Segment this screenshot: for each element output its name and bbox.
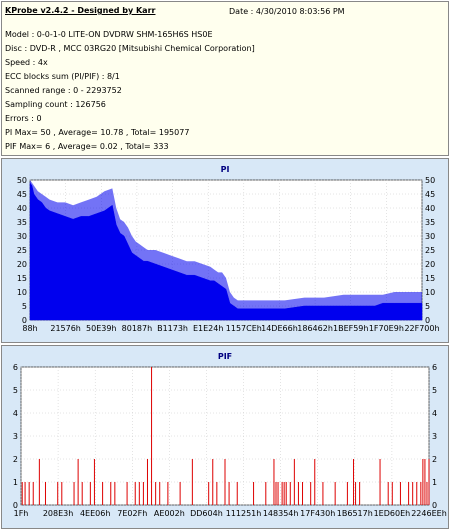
pi-ytick-label-right: 15: [425, 274, 435, 283]
pi-ytick-label-left: 35: [17, 218, 27, 227]
pif-ytick-label-left: 3: [13, 432, 18, 441]
pi-ytick-label-right: 45: [425, 190, 435, 199]
pi-xtick-label: 80187h: [122, 324, 153, 333]
pif-xtick-label: 2246EEh: [411, 509, 447, 518]
pif-ytick-label-right: 2: [432, 455, 437, 464]
pi-chart-title: PI: [220, 165, 230, 174]
pif-xtick-label: 4EE06h: [80, 509, 110, 518]
pif-xtick-label: 17F430h: [300, 509, 335, 518]
pif-xtick-label: 208E3h: [43, 509, 73, 518]
pi-xtick-label: E1E24h: [193, 324, 223, 333]
pi-xtick-label: 1157CEh: [226, 324, 262, 333]
pif-ytick-label-left: 6: [13, 363, 18, 372]
pi-ytick-label-left: 5: [22, 302, 27, 311]
pi-ytick-label-right: 20: [425, 260, 435, 269]
info-disc: Disc : DVD-R , MCC 03RG20 [Mitsubishi Ch…: [5, 44, 255, 53]
pif-ytick-label-left: 5: [13, 386, 18, 395]
pif-xtick-label: 1ED60Eh: [374, 509, 411, 518]
pi-xtick-label: 1BEF59h: [333, 324, 368, 333]
pi-chart-panel: PI 0 0 5 5 10 10 15 15 20 20 25 25 30 30 35 35 40 40 45 45 5…: [1, 158, 449, 343]
pif-ytick-label-left: 1: [13, 478, 18, 487]
pi-ytick-label-left: 30: [17, 232, 27, 241]
pi-ytick-label-right: 30: [425, 232, 435, 241]
info-sampling-count: Sampling count : 126756: [5, 100, 106, 109]
pi-ytick-label-right: 50: [425, 176, 435, 185]
pi-ytick-label-left: 20: [17, 260, 27, 269]
info-errors: Errors : 0: [5, 114, 42, 123]
pi-ytick-label-right: 0: [425, 316, 430, 325]
info-pi-stats: PI Max= 50 , Average= 10.78 , Total= 195…: [5, 128, 190, 137]
pi-xtick-label: 21576h: [50, 324, 81, 333]
pif-chart-panel: PIF 0 0 1 1 2 2 3 3 4 4 5 5 6 6 1Fh 208E3h 4EE06h 7E02Fh A…: [1, 345, 449, 529]
pi-chart: 0 0 5 5 10 10 15 15 20 20 25 25 30 30 35 35 40 40 45 45 50 50…: [17, 176, 440, 333]
pi-ytick-label-left: 10: [17, 288, 27, 297]
pif-ytick-label-right: 0: [432, 501, 437, 510]
pif-ytick-label-left: 2: [13, 455, 18, 464]
pif-xtick-label: DD604h: [190, 509, 223, 518]
pi-ytick-label-right: 10: [425, 288, 435, 297]
pi-ytick-label-left: 25: [17, 246, 27, 255]
pif-ytick-label-left: 0: [13, 501, 18, 510]
pi-xtick-label: 14DE66h: [261, 324, 298, 333]
pi-ytick-label-left: 45: [17, 190, 27, 199]
info-ecc-blocks: ECC blocks sum (PI/PIF) : 8/1: [5, 72, 120, 81]
pi-xtick-label: 22F700h: [404, 324, 439, 333]
pif-ytick-label-left: 4: [13, 409, 18, 418]
pif-ytick-label-right: 6: [432, 363, 437, 372]
pi-ytick-label-right: 35: [425, 218, 435, 227]
info-speed: Speed : 4x: [5, 58, 48, 67]
pif-xtick-label: AE002h: [154, 509, 185, 518]
pif-ytick-label-right: 4: [432, 409, 437, 418]
app-title: KProbe v2.4.2 - Designed by Karr: [5, 6, 156, 15]
info-scanned-range: Scanned range : 0 - 2293752: [5, 86, 122, 95]
pi-xtick-label: 50E39h: [86, 324, 116, 333]
pi-ytick-label-right: 25: [425, 246, 435, 255]
pif-xtick-label: 1B6517h: [337, 509, 373, 518]
scan-date: Date : 4/30/2010 8:03:56 PM: [229, 7, 345, 16]
pi-ytick-label-left: 40: [17, 204, 27, 213]
pi-ytick-label-left: 0: [22, 316, 27, 325]
pi-ytick-label-right: 5: [425, 302, 430, 311]
pi-ytick-label-right: 40: [425, 204, 435, 213]
pif-xtick-label: 111251h: [226, 509, 262, 518]
info-model: Model : 0-0-1-0 LITE-ON DVDRW SHM-165H6S…: [5, 30, 213, 39]
pif-chart: 0 0 1 1 2 2 3 3 4 4 5 5 6 6 1Fh 208E3h 4EE06h 7E02Fh AE002…: [13, 363, 447, 518]
pif-xtick-label: 7E02Fh: [117, 509, 147, 518]
pi-ytick-label-left: 15: [17, 274, 27, 283]
pi-xtick-label: 186462h: [297, 324, 333, 333]
pi-series-area: [29, 182, 423, 321]
pif-chart-title: PIF: [217, 352, 233, 361]
pif-ytick-label-right: 5: [432, 386, 437, 395]
pif-xtick-label: 148354h: [263, 509, 299, 518]
pi-xtick-label: 1F70E9h: [369, 324, 404, 333]
pif-ytick-label-right: 1: [432, 478, 437, 487]
pi-xtick-label: 88h: [22, 324, 37, 333]
pif-ytick-label-right: 3: [432, 432, 437, 441]
pif-xtick-label: 1Fh: [14, 509, 29, 518]
pi-ytick-label-left: 50: [17, 176, 27, 185]
info-panel: KProbe v2.4.2 - Designed by Karr Date : …: [1, 1, 449, 156]
info-pif-stats: PIF Max= 6 , Average= 0.02 , Total= 333: [5, 142, 169, 151]
pi-xtick-label: B1173h: [157, 324, 188, 333]
